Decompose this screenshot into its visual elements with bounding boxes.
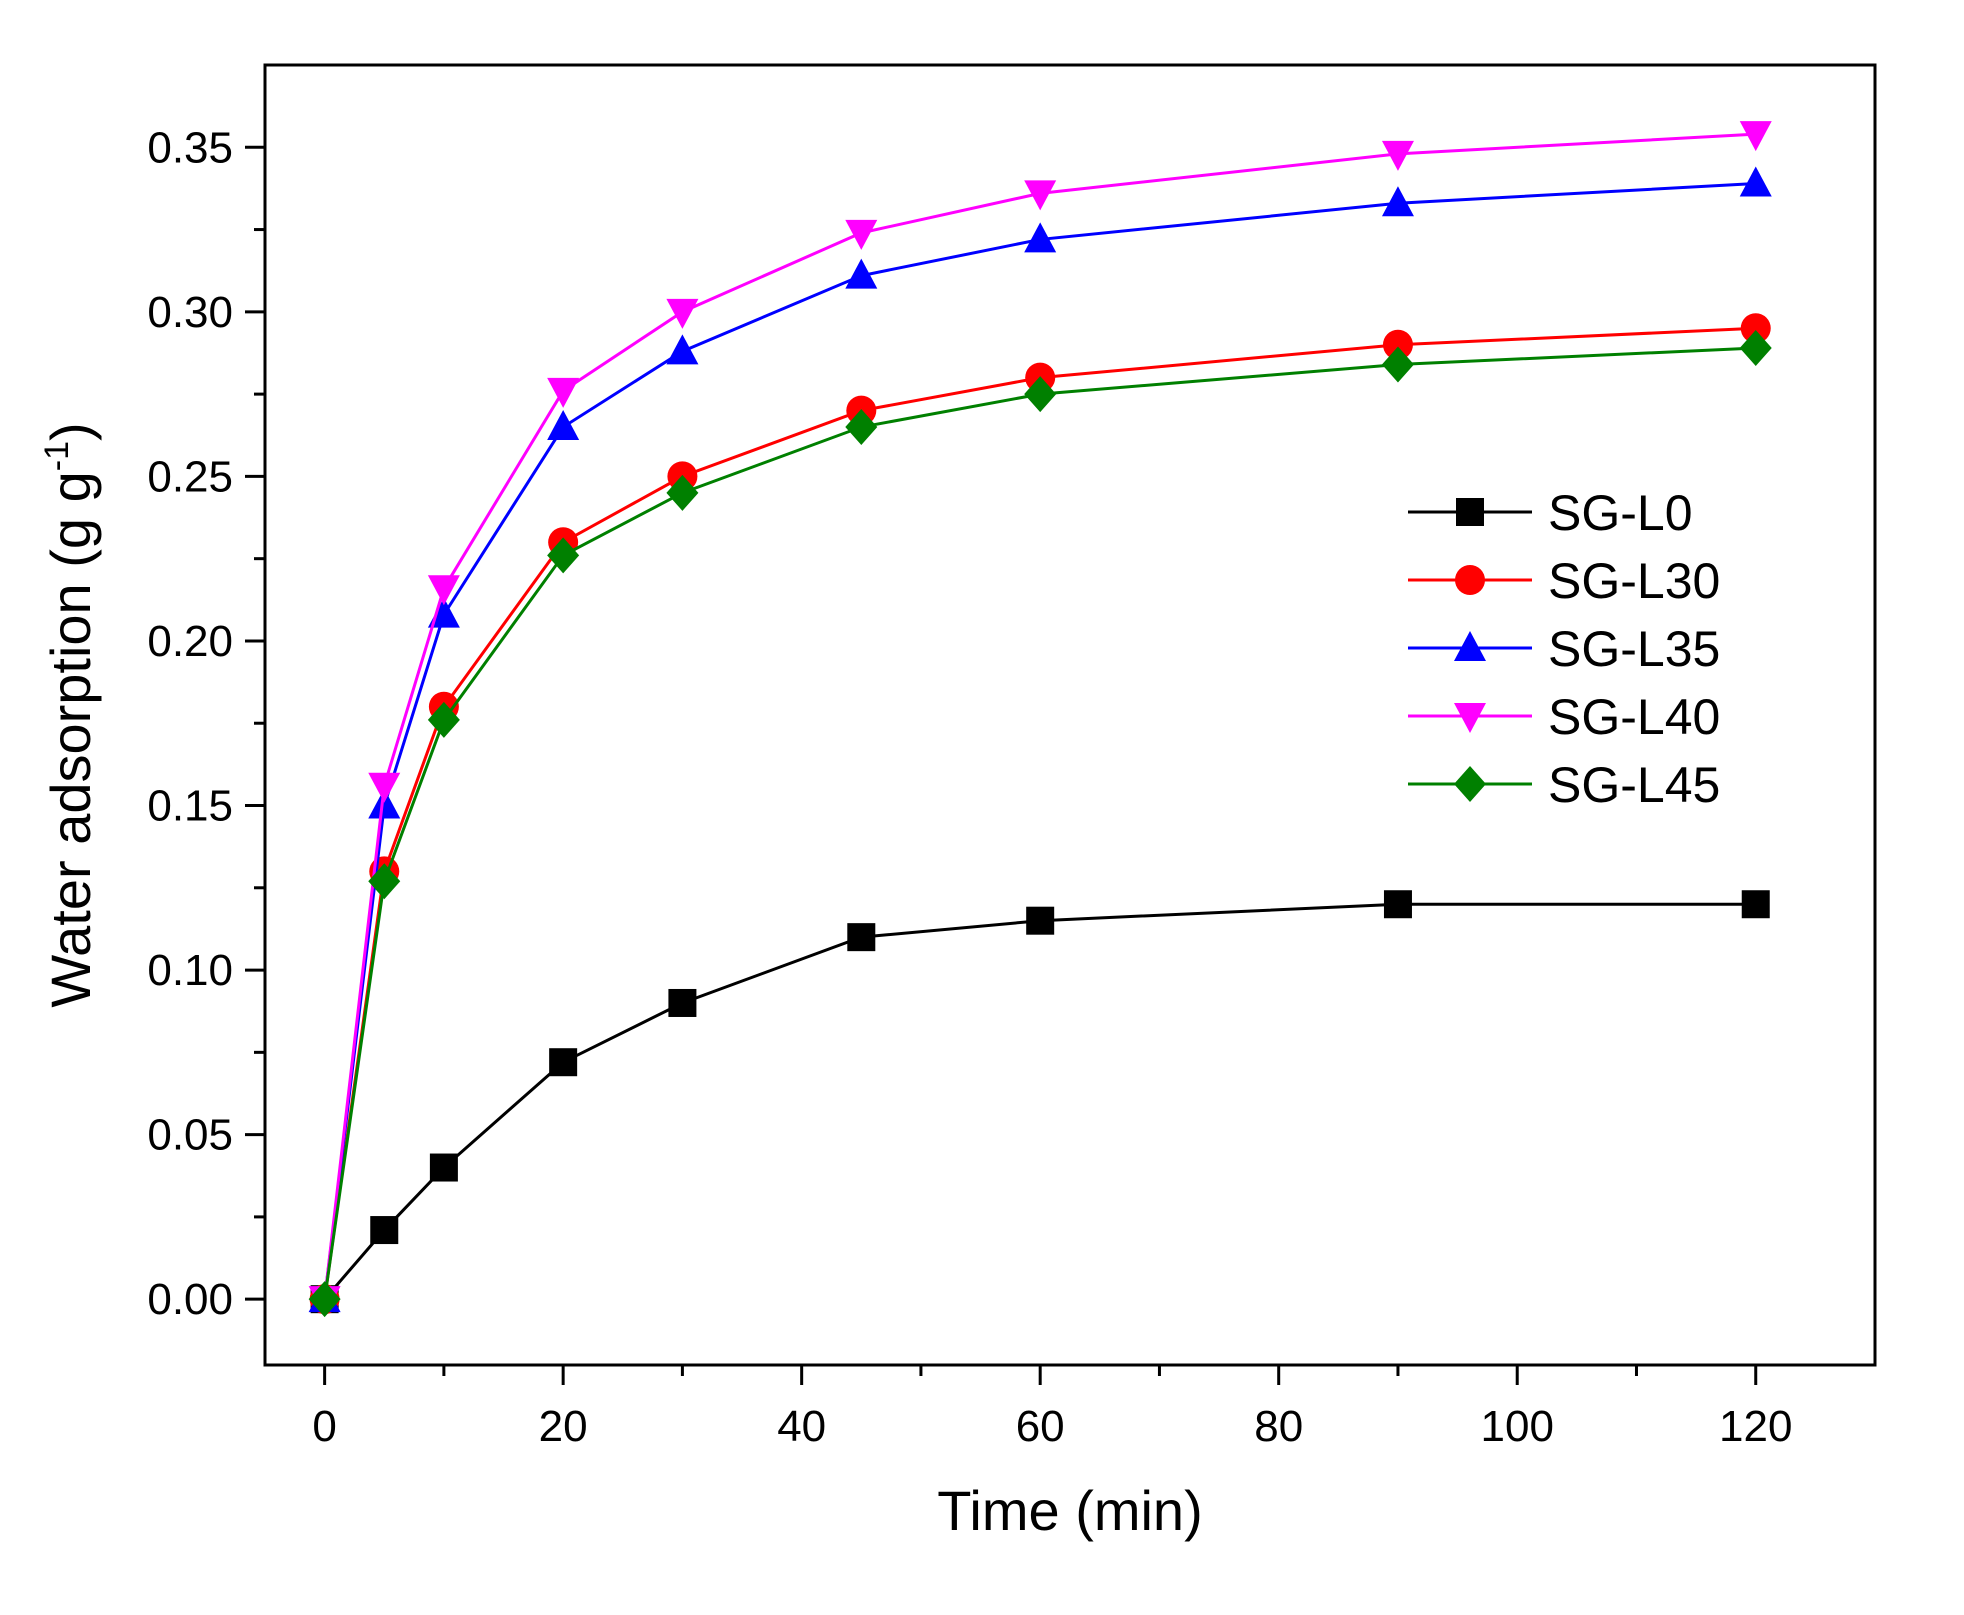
- data-point-sg-l0: [1741, 890, 1770, 919]
- data-point-sg-l0: [1026, 906, 1055, 935]
- data-point-sg-l30: [1740, 313, 1771, 344]
- data-point-sg-l40: [547, 377, 580, 408]
- legend-label: SG-L0: [1548, 485, 1693, 541]
- data-point-sg-l45: [1739, 330, 1772, 367]
- data-point-sg-l40: [1381, 140, 1414, 171]
- series-sg-l30: [309, 313, 1771, 1315]
- x-tick-label: 60: [1016, 1402, 1065, 1451]
- legend-label: SG-L35: [1548, 621, 1720, 677]
- series-sg-l40: [308, 121, 1772, 1317]
- data-point-sg-l45: [1381, 346, 1414, 383]
- y-tick-label: 0.30: [147, 288, 233, 337]
- data-point-sg-l45: [547, 537, 580, 574]
- series-sg-l0: [310, 890, 1770, 1314]
- y-tick-label: 0.05: [147, 1111, 233, 1160]
- x-axis-ticks: 0 20 40 60 80 100 120: [312, 1365, 1792, 1451]
- y-tick-label: 0.25: [147, 452, 233, 501]
- y-axis-label-close: ): [39, 422, 102, 441]
- series-sg-l45: [308, 330, 1772, 1318]
- data-point-sg-l0: [668, 988, 697, 1017]
- data-point-sg-l0: [549, 1048, 578, 1077]
- data-point-sg-l45: [666, 474, 699, 511]
- legend-marker: [1456, 498, 1484, 526]
- series-line-sg-l30: [323, 326, 1756, 1300]
- data-point-sg-l0: [847, 923, 876, 952]
- x-tick-label: 80: [1254, 1402, 1303, 1451]
- data-point-sg-l35: [1739, 166, 1772, 197]
- x-tick-label: 20: [539, 1402, 588, 1451]
- data-point-sg-l0: [429, 1153, 458, 1182]
- series-line-sg-l0: [323, 902, 1756, 1301]
- legend-item-sg-l0: SG-L0: [1408, 485, 1693, 541]
- data-point-sg-l35: [845, 258, 878, 289]
- y-axis-label-main: Water adsorption (g g: [39, 471, 102, 1007]
- data-point-sg-l40: [666, 298, 699, 329]
- data-point-sg-l45: [845, 409, 878, 446]
- data-point-sg-l45: [1024, 376, 1057, 413]
- data-point-sg-l40: [1024, 180, 1057, 211]
- data-point-sg-l0: [1383, 890, 1412, 919]
- data-point-sg-l0: [370, 1216, 399, 1245]
- x-tick-label: 100: [1481, 1402, 1554, 1451]
- data-point-sg-l35: [1381, 186, 1414, 217]
- legend-label: SG-L30: [1548, 553, 1720, 609]
- legend-marker: [1454, 703, 1486, 733]
- y-tick-label: 0.15: [147, 782, 233, 831]
- data-point-sg-l45: [368, 863, 401, 900]
- data-point-sg-l35: [427, 597, 460, 628]
- y-tick-label: 0.00: [147, 1275, 233, 1324]
- data-point-sg-l35: [666, 334, 699, 365]
- legend-marker: [1454, 631, 1486, 661]
- series-line-sg-l35: [323, 181, 1756, 1300]
- y-axis-label: Water adsorption (g g-1): [38, 422, 102, 1007]
- data-point-sg-l40: [427, 575, 460, 606]
- legend-label: SG-L45: [1548, 757, 1720, 813]
- y-tick-label: 0.20: [147, 617, 233, 666]
- legend-item-sg-l40: SG-L40: [1408, 689, 1720, 745]
- x-tick-label: 40: [777, 1402, 826, 1451]
- legend-marker: [1455, 565, 1485, 595]
- x-axis-label: Time (min): [937, 1479, 1202, 1542]
- x-tick-label: 120: [1719, 1402, 1792, 1451]
- legend-item-sg-l30: SG-L30: [1408, 553, 1720, 609]
- data-point-sg-l45: [427, 701, 460, 738]
- data-point-sg-l40: [368, 772, 401, 803]
- data-point-sg-l35: [547, 410, 580, 441]
- series-line-sg-l45: [323, 346, 1756, 1300]
- y-axis-ticks: 0.00 0.05 0.10 0.15 0.20 0.25 0.30 0.35: [147, 123, 265, 1324]
- data-point-sg-l40: [1739, 121, 1772, 152]
- legend-item-sg-l45: SG-L45: [1408, 757, 1720, 813]
- data-point-sg-l35: [1024, 222, 1057, 253]
- y-tick-label: 0.10: [147, 946, 233, 995]
- series-layer: [308, 121, 1772, 1318]
- data-point-sg-l35: [368, 788, 401, 819]
- series-line-sg-l40: [323, 132, 1756, 1300]
- y-axis-label-superscript: -1: [38, 441, 76, 471]
- data-point-sg-l30: [1382, 329, 1413, 360]
- x-tick-label: 0: [312, 1402, 336, 1451]
- legend: SG-L0 SG-L30 SG-L35 SG-L40 SG-L45: [1408, 485, 1720, 813]
- data-point-sg-l40: [845, 219, 878, 250]
- plot-frame: [263, 63, 1877, 1367]
- legend-marker: [1454, 766, 1486, 802]
- legend-item-sg-l35: SG-L35: [1408, 621, 1720, 677]
- y-tick-label: 0.35: [147, 123, 233, 172]
- legend-label: SG-L40: [1548, 689, 1720, 745]
- data-point-sg-l45: [308, 1281, 341, 1318]
